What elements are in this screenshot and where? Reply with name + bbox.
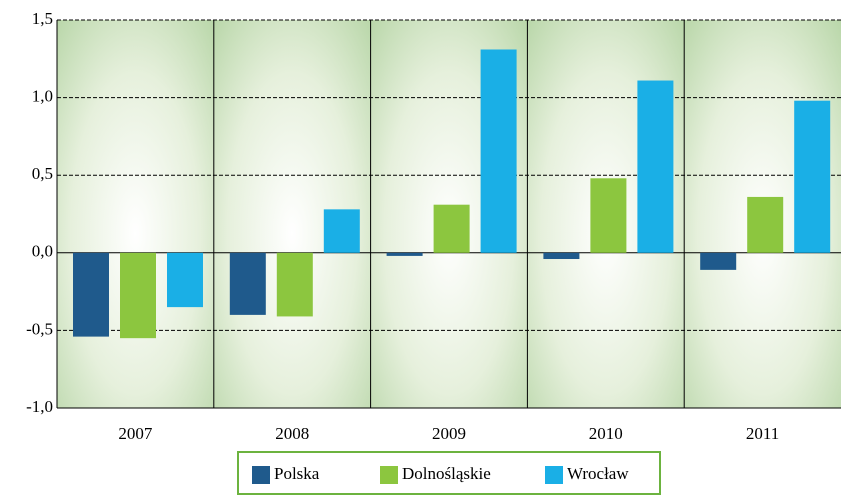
legend-swatch [252, 466, 270, 484]
legend-label: Dolnośląskie [402, 464, 491, 483]
bar [480, 49, 517, 253]
y-tick-label: 1,5 [32, 9, 53, 28]
bar [794, 100, 831, 253]
x-tick-label: 2010 [589, 424, 623, 443]
legend-label: Polska [274, 464, 320, 483]
legend-swatch [380, 466, 398, 484]
bar [229, 252, 266, 315]
y-tick-label: 0,0 [32, 242, 53, 261]
x-tick-label: 2009 [432, 424, 466, 443]
bar [543, 252, 580, 260]
bar [747, 196, 784, 253]
y-tick-label: 0,5 [32, 164, 53, 183]
bar [637, 80, 674, 253]
plot-band [57, 20, 214, 408]
bar [73, 252, 109, 337]
bar [167, 252, 203, 308]
y-tick-label: -1,0 [26, 397, 53, 416]
x-tick-label: 2007 [118, 424, 153, 443]
bar [386, 252, 423, 256]
bar [120, 252, 156, 339]
x-tick-label: 2011 [746, 424, 779, 443]
x-tick-label: 2008 [275, 424, 309, 443]
legend-label: Wrocław [567, 464, 629, 483]
bar [323, 209, 360, 253]
y-tick-label: -0,5 [26, 319, 53, 338]
bar [276, 252, 313, 317]
bar [700, 252, 737, 270]
bar [590, 178, 627, 253]
legend-box [237, 451, 661, 495]
y-tick-label: 1,0 [32, 87, 53, 106]
legend-swatch [545, 466, 563, 484]
bar [433, 204, 470, 253]
